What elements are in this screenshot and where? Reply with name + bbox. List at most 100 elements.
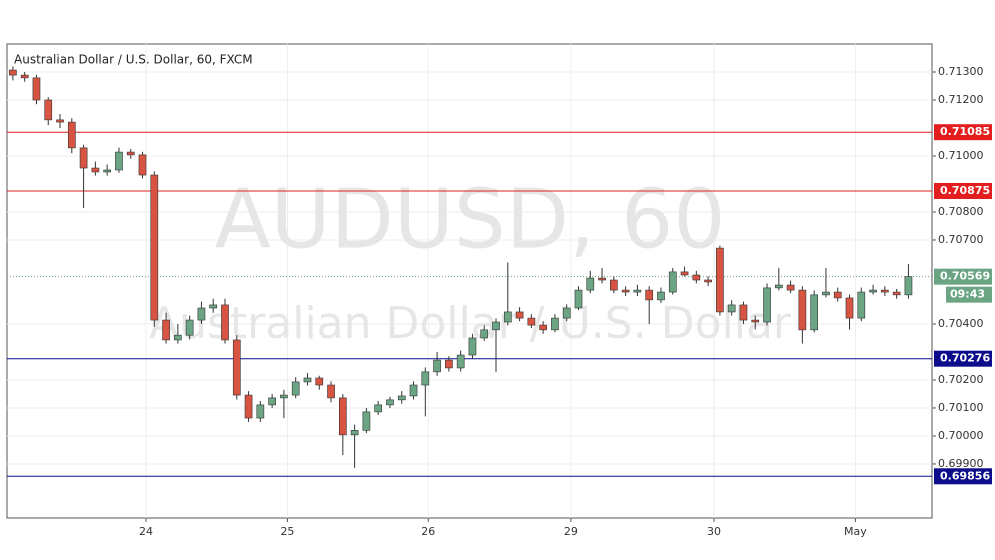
x-tick-label: 25 (280, 525, 294, 538)
level-label: 0.70875 (940, 184, 990, 197)
level-label: 0.70276 (940, 352, 990, 365)
candle-body (374, 404, 383, 413)
candle-body (586, 277, 595, 291)
candle-body (20, 74, 29, 79)
candle-body (480, 329, 489, 339)
level-label-bg (934, 468, 992, 485)
candle-body (303, 377, 312, 383)
grid (7, 44, 932, 518)
x-tick-label: 26 (421, 525, 435, 538)
candle-body (350, 430, 359, 436)
candle-body (386, 399, 394, 406)
candle-body (456, 354, 465, 369)
candle-body (91, 167, 100, 173)
y-tick-label: 0.71200 (938, 93, 984, 106)
candle-body (869, 289, 877, 293)
candle-body (185, 319, 194, 336)
level-label: 0.71085 (940, 125, 990, 138)
candle-body (291, 381, 300, 396)
candle-body (515, 311, 524, 319)
candle-body (327, 384, 335, 399)
candle-body (857, 291, 866, 319)
candle-body (904, 276, 913, 296)
candle-body (150, 174, 159, 321)
y-tick-label: 0.71000 (938, 149, 984, 162)
candle-body (197, 307, 206, 321)
countdown-bg (946, 286, 992, 303)
candle-body (221, 304, 229, 341)
candle-body (845, 297, 854, 319)
watermark: AUDUSD, 60 (215, 172, 726, 267)
candle-body (79, 147, 88, 169)
candle-body (256, 404, 265, 419)
y-tick-label: 0.70000 (938, 429, 984, 442)
candle-body (739, 304, 748, 321)
candle-body (786, 284, 795, 291)
y-tick-label: 0.69900 (938, 457, 984, 470)
candle-body (763, 287, 771, 323)
candle-body (574, 289, 583, 309)
candle-body (315, 377, 324, 386)
candle-body (833, 291, 842, 299)
candle-body (610, 279, 618, 291)
candle-body (633, 289, 642, 293)
candle-body (704, 279, 712, 283)
y-tick-label: 0.70800 (938, 205, 984, 218)
x-tick-label: 29 (564, 525, 578, 538)
candle-body (645, 289, 654, 301)
candle-body (657, 291, 665, 301)
y-tick-label: 0.71300 (938, 65, 984, 78)
candle-body (468, 337, 477, 356)
candle-body (822, 291, 830, 296)
candle-body (774, 284, 783, 289)
x-tick-label: 24 (139, 525, 153, 538)
candle-body (138, 154, 147, 176)
price-tags: 0.71085 0.70875 0.70276 0.69856 0.70569 09:43 (934, 124, 992, 485)
candle-body (280, 394, 288, 399)
candle-body (539, 324, 547, 331)
candle-body (115, 151, 123, 171)
chart-title: Australian Dollar / U.S. Dollar, 60, FXC… (14, 53, 253, 67)
candle-body (232, 339, 241, 396)
y-tick-label: 0.70200 (938, 373, 984, 386)
level-label: 0.69856 (940, 469, 990, 482)
x-tick-label: May (844, 525, 867, 538)
last-price-label-bg (934, 268, 992, 285)
candle-body (162, 319, 170, 341)
candle-body (32, 77, 41, 101)
candle-body (551, 317, 559, 331)
candle-body (421, 371, 430, 386)
x-tick-label: 30 (707, 525, 721, 538)
candle-body (103, 169, 111, 173)
candle-body (268, 397, 276, 406)
y-tick-label: 0.70400 (938, 317, 984, 330)
candle-body (409, 384, 418, 397)
level-label-bg (934, 182, 992, 199)
levels (7, 131, 932, 477)
candle-body (503, 311, 512, 323)
candle-body (727, 304, 736, 313)
candle-body (810, 294, 819, 331)
y-tick-label: 0.70700 (938, 233, 984, 246)
plot-frame (6, 43, 933, 519)
candle-body (751, 319, 760, 323)
candle-body (9, 69, 17, 76)
candle-body (445, 359, 453, 369)
candle-body (338, 397, 347, 436)
candle-body (362, 411, 371, 431)
candle-body (881, 289, 889, 293)
candle-body (716, 247, 724, 313)
candle-body (621, 289, 630, 293)
last-price-label: 0.70569 (940, 270, 990, 283)
candle-body (680, 271, 689, 276)
candle-body (892, 291, 901, 296)
candle-body (174, 334, 182, 341)
candle-body (598, 277, 606, 281)
candle-body (44, 99, 53, 121)
candle-body (798, 289, 807, 331)
level-label-bg (934, 350, 992, 367)
candle-body (209, 304, 218, 309)
candle-body (126, 151, 135, 156)
y-tick-label: 0.70100 (938, 401, 984, 414)
